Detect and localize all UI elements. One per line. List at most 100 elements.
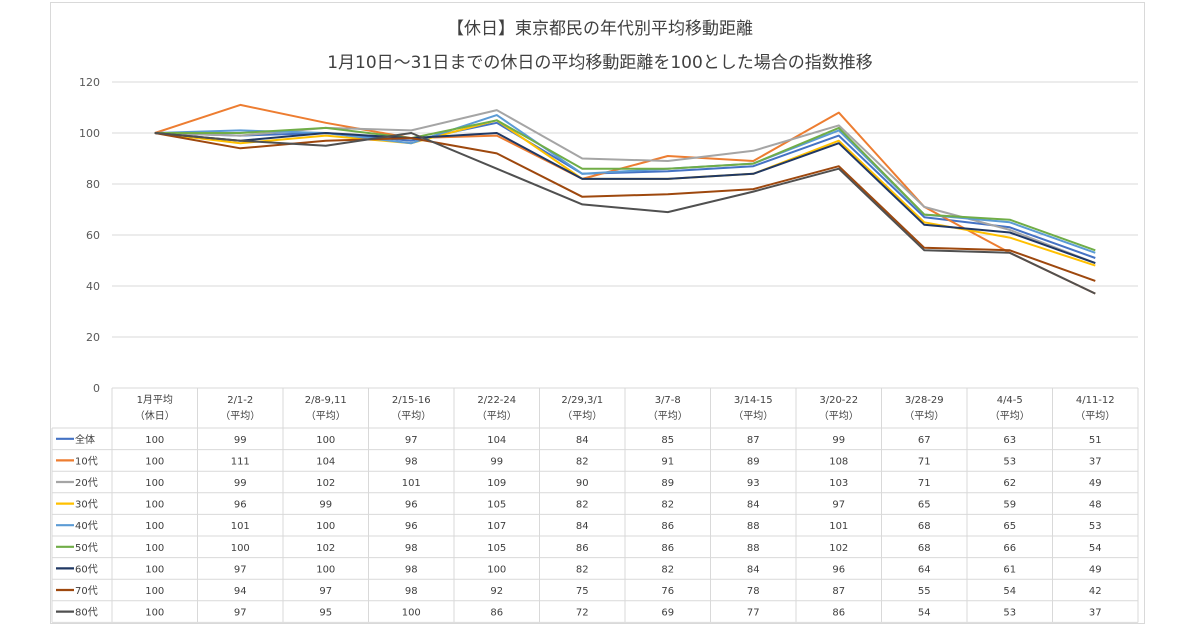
table-cell: 100 xyxy=(145,608,164,619)
chart-frame xyxy=(50,2,1145,624)
chart-title: 【休日】東京都民の年代別平均移動距離 xyxy=(447,19,753,39)
table-cell: 96 xyxy=(405,500,418,511)
table-cell: 98 xyxy=(405,543,418,554)
table-cell: 102 xyxy=(316,478,335,489)
table-cell: 62 xyxy=(1003,478,1016,489)
series-line-4 xyxy=(154,119,1096,267)
table-cell: 95 xyxy=(319,608,332,619)
table-cell: 99 xyxy=(234,435,247,446)
table-cell: 91 xyxy=(661,456,674,467)
x-tick-label: 2/22-24 xyxy=(477,395,516,406)
x-tick-label: 3/7-8 xyxy=(655,395,681,406)
table-cell: 101 xyxy=(402,478,421,489)
table-cell: 67 xyxy=(918,435,931,446)
table-cell: 100 xyxy=(145,435,164,446)
table-cell: 100 xyxy=(316,564,335,575)
x-tick-label: 2/1-2 xyxy=(227,395,253,406)
table-cell: 94 xyxy=(234,586,247,597)
table-cell: 77 xyxy=(747,608,760,619)
table-cell: 84 xyxy=(576,521,589,532)
table-cell: 49 xyxy=(1089,478,1102,489)
x-tick-sublabel: （平均） xyxy=(306,410,346,422)
table-cell: 101 xyxy=(829,521,848,532)
series-line-6 xyxy=(154,119,1096,252)
table-cell: 97 xyxy=(234,564,247,575)
table-cell: 54 xyxy=(918,608,931,619)
x-tick-sublabel: （平均） xyxy=(904,410,944,422)
x-tick-sublabel: （平均） xyxy=(477,410,517,422)
table-cell: 102 xyxy=(316,543,335,554)
table-cell: 98 xyxy=(405,564,418,575)
x-tick-label: 4/4-5 xyxy=(997,395,1023,406)
table-cell: 71 xyxy=(918,478,931,489)
table-cell: 100 xyxy=(145,478,164,489)
table-cell: 97 xyxy=(319,586,332,597)
table-cell: 100 xyxy=(145,521,164,532)
table-cell: 55 xyxy=(918,586,931,597)
legend-label: 40代 xyxy=(75,520,98,532)
table-cell: 48 xyxy=(1089,500,1102,511)
table-cell: 104 xyxy=(316,456,335,467)
table-cell: 72 xyxy=(576,608,589,619)
table-cell: 96 xyxy=(405,521,418,532)
x-tick-label: 3/20-22 xyxy=(819,395,858,406)
x-tick-label: 3/14-15 xyxy=(734,395,773,406)
table-cell: 111 xyxy=(231,456,250,467)
table-cell: 78 xyxy=(747,586,760,597)
table-cell: 69 xyxy=(661,608,674,619)
table-cell: 86 xyxy=(832,608,845,619)
table-cell: 84 xyxy=(747,500,760,511)
x-tick-label: 1月平均 xyxy=(137,394,173,406)
table-cell: 89 xyxy=(747,456,760,467)
table-cell: 86 xyxy=(661,521,674,532)
x-tick-label: 4/11-12 xyxy=(1076,395,1115,406)
y-tick-label: 100 xyxy=(79,127,100,140)
table-cell: 90 xyxy=(576,478,589,489)
table-cell: 99 xyxy=(319,500,332,511)
table-cell: 87 xyxy=(832,586,845,597)
table-cell: 82 xyxy=(661,564,674,575)
series-line-7 xyxy=(154,132,1096,265)
table-cell: 68 xyxy=(918,543,931,554)
table-cell: 104 xyxy=(487,435,506,446)
table-cell: 100 xyxy=(487,564,506,575)
legend-label: 30代 xyxy=(75,499,98,511)
x-tick-sublabel: （平均） xyxy=(819,410,859,422)
y-tick-label: 0 xyxy=(93,382,100,395)
table-cell: 53 xyxy=(1003,456,1016,467)
table-cell: 96 xyxy=(832,564,845,575)
table-cell: 37 xyxy=(1089,456,1102,467)
table-cell: 100 xyxy=(145,564,164,575)
legend-label: 50代 xyxy=(75,542,98,554)
table-cell: 59 xyxy=(1003,500,1016,511)
table-cell: 100 xyxy=(231,543,250,554)
x-tick-sublabel: （平均） xyxy=(733,410,773,422)
table-cell: 100 xyxy=(316,435,335,446)
table-cell: 99 xyxy=(832,435,845,446)
x-tick-label: 2/8-9,11 xyxy=(305,395,347,406)
y-tick-label: 60 xyxy=(86,229,100,242)
table-cell: 76 xyxy=(661,586,674,597)
table-cell: 100 xyxy=(145,500,164,511)
table-cell: 54 xyxy=(1003,586,1016,597)
x-tick-sublabel: （平均） xyxy=(990,410,1030,422)
legend-label: 10代 xyxy=(75,455,98,467)
table-cell: 75 xyxy=(576,586,589,597)
x-tick-label: 2/29,3/1 xyxy=(561,395,603,406)
x-tick-sublabel: （平均） xyxy=(220,410,260,422)
y-tick-label: 80 xyxy=(86,178,100,191)
table-cell: 96 xyxy=(234,500,247,511)
table-cell: 88 xyxy=(747,543,760,554)
table-cell: 64 xyxy=(918,564,931,575)
table-cell: 85 xyxy=(661,435,674,446)
table-cell: 86 xyxy=(661,543,674,554)
series-line-9 xyxy=(154,132,1096,295)
table-cell: 99 xyxy=(490,456,503,467)
table-cell: 97 xyxy=(405,435,418,446)
table-cell: 82 xyxy=(576,456,589,467)
table-cell: 65 xyxy=(918,500,931,511)
table-cell: 53 xyxy=(1003,608,1016,619)
x-tick-sublabel: （休日） xyxy=(135,410,175,422)
table-cell: 65 xyxy=(1003,521,1016,532)
